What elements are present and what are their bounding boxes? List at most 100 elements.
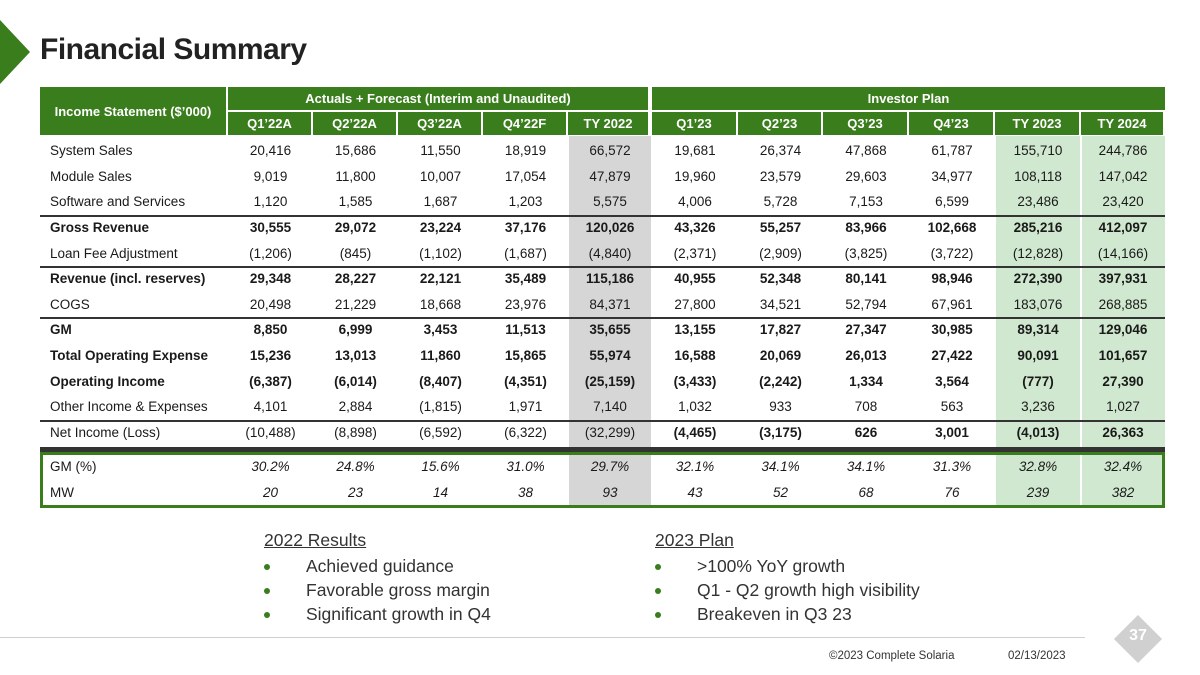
table-cell: 563 [940, 399, 964, 415]
table-cell: 129,046 [1098, 322, 1148, 338]
table-cell: (1,206) [249, 245, 292, 261]
footer-divider [0, 637, 1085, 638]
table-cell: 147,042 [1098, 168, 1148, 184]
table-row-label: Other Income & Expenses [50, 399, 208, 415]
table-cell: 1,203 [508, 194, 543, 210]
table-cell: (4,840) [588, 245, 632, 261]
table-cell: 412,097 [1098, 220, 1148, 236]
table-cell: 11,550 [420, 143, 461, 159]
table-cell: (3,175) [759, 424, 802, 440]
group-header-investor-plan: Investor Plan [652, 87, 1165, 110]
table-cell: 21,229 [334, 296, 377, 312]
bullet-icon [655, 588, 661, 594]
row-header-label: Income Statement ($’000) [40, 87, 226, 135]
table-cell: 115,186 [585, 271, 635, 287]
kpi-cell: 31.0% [506, 459, 545, 475]
list-item: Achieved guidance [264, 554, 491, 578]
table-cell: 9,019 [253, 168, 288, 184]
table-cell: 37,176 [504, 220, 547, 236]
table-cell: 285,216 [1013, 220, 1063, 236]
table-cell: 18,919 [504, 143, 547, 159]
table-cell: 6,599 [935, 194, 969, 210]
kpi-cell: 382 [1111, 484, 1135, 500]
table-cell: 1,585 [338, 194, 373, 210]
table-cell: 83,966 [845, 220, 887, 236]
table-cell: 3,453 [423, 322, 458, 338]
table-cell: 34,521 [759, 296, 802, 312]
table-cell: 5,728 [763, 194, 798, 210]
table-cell: 27,390 [1102, 373, 1144, 389]
group-header-actuals: Actuals + Forecast (Interim and Unaudite… [228, 87, 648, 110]
kpi-cell: 52 [772, 484, 789, 500]
table-cell: 13,013 [334, 348, 377, 364]
page-title: Financial Summary [40, 33, 307, 66]
table-cell: 89,314 [1017, 322, 1059, 338]
table-cell: 23,579 [759, 168, 802, 184]
table-cell: 20,498 [249, 296, 292, 312]
kpi-cell: 68 [858, 484, 874, 500]
column-header: Q3’23 [823, 112, 907, 135]
table-cell: 27,800 [674, 296, 716, 312]
table-cell: (3,722) [930, 245, 974, 261]
table-cell: 4,101 [253, 399, 288, 415]
table-row-label: Net Income (Loss) [50, 424, 161, 440]
list-item: Favorable gross margin [264, 578, 491, 602]
list-item: >100% YoY growth [655, 554, 920, 578]
table-cell: 29,603 [845, 168, 887, 184]
table-cell: (4,013) [1016, 424, 1060, 440]
table-cell: 80,141 [845, 271, 887, 287]
table-cell: (1,102) [419, 245, 462, 261]
column-header: TY 2023 [995, 112, 1079, 135]
table-cell: 17,827 [759, 322, 802, 338]
table-cell: 397,931 [1098, 271, 1148, 287]
table-cell: 55,257 [759, 220, 802, 236]
table-cell: 3,236 [1021, 399, 1055, 415]
table-cell: 4,006 [678, 194, 712, 210]
table-cell: (4,351) [504, 373, 547, 389]
table-cell: (12,828) [1012, 245, 1064, 261]
table-cell: 18,668 [419, 296, 462, 312]
table-cell: (3,825) [844, 245, 888, 261]
table-cell: 102,668 [927, 220, 977, 236]
table-cell: 26,363 [1102, 424, 1144, 440]
column-header: TY 2024 [1081, 112, 1163, 135]
table-cell: (8,898) [334, 424, 377, 440]
table-cell: 13,155 [674, 322, 716, 338]
table-cell: 20,416 [249, 143, 292, 159]
table-cell: 155,710 [1013, 143, 1063, 159]
footer-date: 02/13/2023 [1008, 650, 1066, 662]
table-cell: 11,860 [420, 348, 461, 364]
kpi-cell: 34.1% [846, 459, 886, 475]
table-cell: 84,371 [589, 296, 631, 312]
slide-accent-triangle [0, 20, 30, 84]
table-cell: (25,159) [584, 373, 636, 389]
table-cell: 23,486 [1017, 194, 1059, 210]
kpi-cell: 15.6% [421, 459, 460, 475]
kpi-cell: 23 [347, 484, 364, 500]
table-cell: (32,299) [584, 424, 636, 440]
table-cell: 19,960 [674, 168, 716, 184]
table-cell: 27,422 [931, 348, 973, 364]
table-cell: 67,961 [931, 296, 973, 312]
table-cell: 52,794 [845, 296, 887, 312]
row-divider [40, 214, 1165, 217]
table-cell: 268,885 [1098, 296, 1148, 312]
table-cell: 23,976 [504, 296, 547, 312]
list-item: Significant growth in Q4 [264, 602, 491, 626]
table-row-label: Operating Income [50, 373, 165, 389]
table-cell: 933 [769, 399, 792, 415]
table-row-label: Module Sales [50, 168, 132, 184]
table-cell: 26,374 [759, 143, 802, 159]
table-row-label: Loan Fee Adjustment [50, 245, 178, 261]
table-cell: (8,407) [419, 373, 462, 389]
table-row-label: Gross Revenue [50, 220, 150, 236]
table-cell: 23,224 [419, 220, 462, 236]
kpi-row-label: GM (%) [50, 459, 97, 475]
table-cell: 10,007 [419, 168, 462, 184]
table-cell: 183,076 [1013, 296, 1063, 312]
table-cell: (1,815) [419, 399, 462, 415]
table-cell: 15,236 [249, 348, 292, 364]
column-header: TY 2022 [568, 112, 648, 135]
table-cell: 5,575 [593, 194, 627, 210]
table-cell: 7,153 [849, 194, 883, 210]
